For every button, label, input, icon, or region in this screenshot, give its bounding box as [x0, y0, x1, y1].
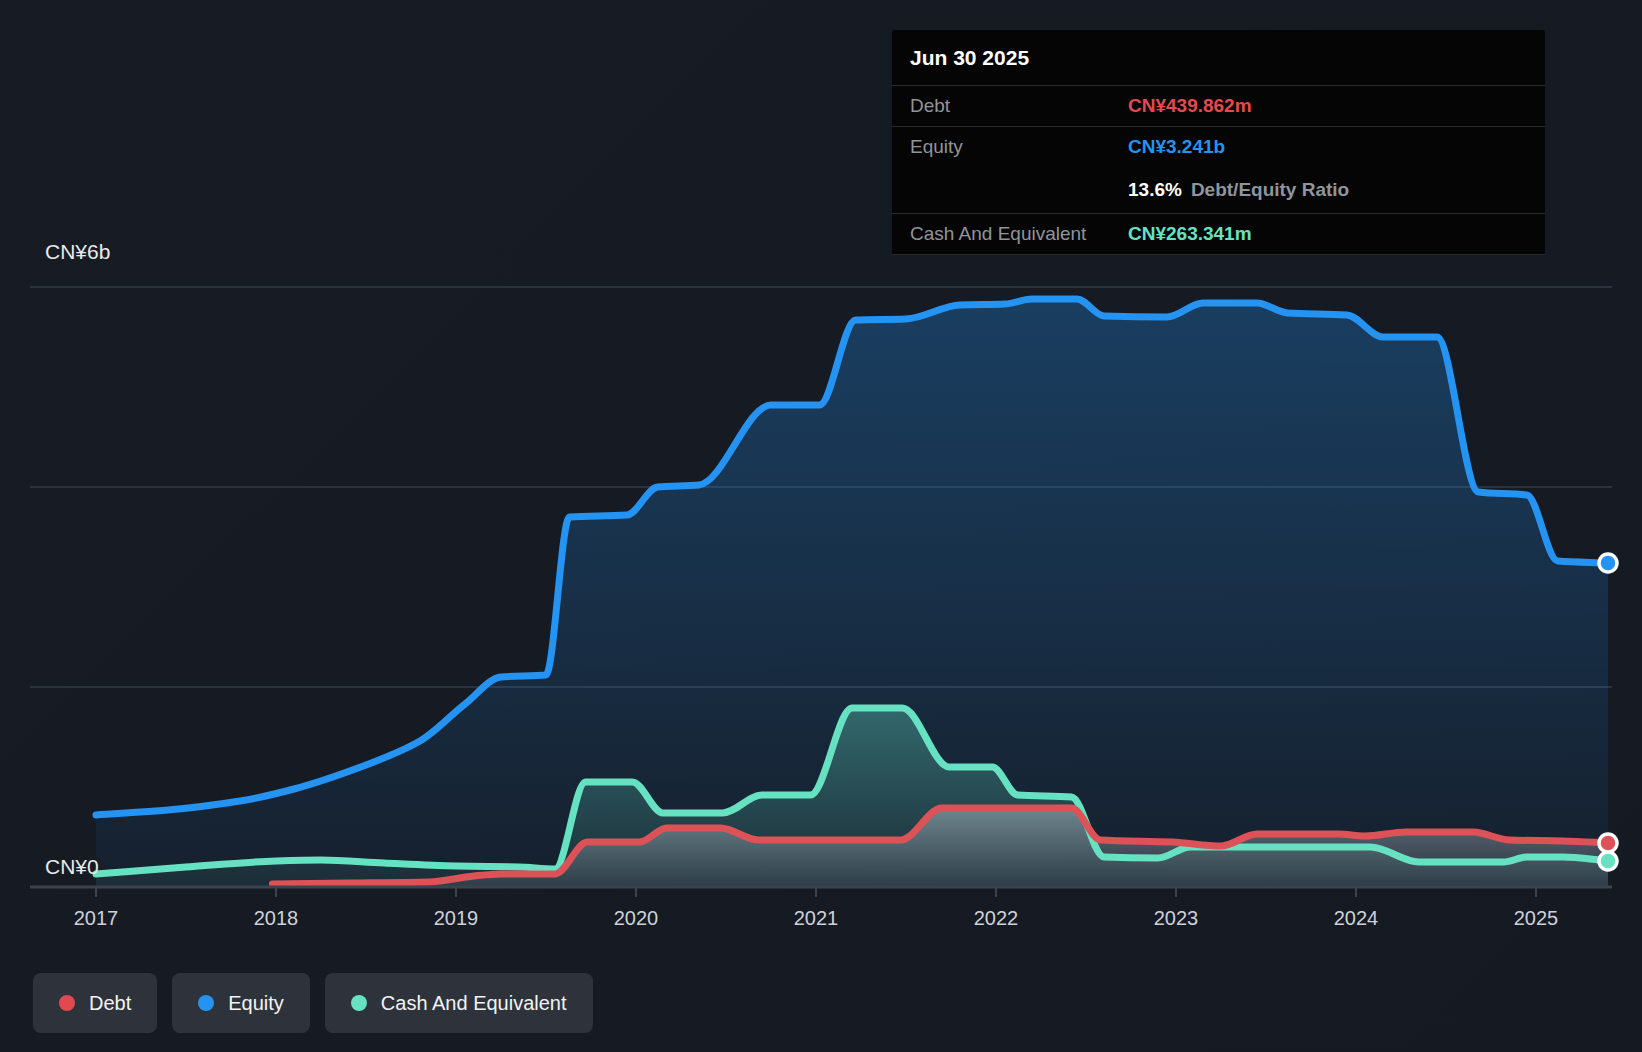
- tooltip-row-debt: Debt CN¥439.862m: [892, 86, 1545, 127]
- tooltip-debt-label: Debt: [910, 95, 1128, 117]
- tooltip-date: Jun 30 2025: [892, 30, 1545, 86]
- tooltip-equity-label: Equity: [910, 136, 1128, 158]
- debt-dot-icon: [59, 995, 75, 1011]
- x-axis-year-label: 2018: [254, 907, 299, 929]
- series-areas: [96, 299, 1608, 887]
- y-axis-label-top: CN¥6b: [45, 240, 110, 263]
- legend-item-debt[interactable]: Debt: [33, 973, 157, 1033]
- legend-cash-label: Cash And Equivalent: [381, 992, 567, 1015]
- chart-page: 2017 2018 2019 2020 2021 2022 2023 2024 2025 CN¥…: [0, 0, 1642, 1052]
- legend-debt-label: Debt: [89, 992, 131, 1015]
- end-marker-equity: [1599, 554, 1617, 572]
- x-axis-year-label: 2022: [974, 907, 1019, 929]
- x-axis-year-label: 2020: [614, 907, 659, 929]
- tooltip-ratio-value: 13.6%: [1128, 179, 1182, 201]
- tooltip-debt-value: CN¥439.862m: [1128, 95, 1252, 117]
- tooltip-ratio-suffix: Debt/Equity Ratio: [1191, 179, 1349, 201]
- x-axis-year-label: 2021: [794, 907, 839, 929]
- end-marker-debt: [1599, 834, 1617, 852]
- legend-equity-label: Equity: [228, 992, 284, 1015]
- tooltip-equity-value: CN¥3.241b: [1128, 136, 1225, 158]
- end-marker-cash-and-equivalent: [1599, 852, 1617, 870]
- x-axis-year-label: 2019: [434, 907, 479, 929]
- x-axis: 2017 2018 2019 2020 2021 2022 2023 2024 2025: [30, 887, 1612, 929]
- tooltip-row-ratio: 13.6% Debt/Equity Ratio: [892, 167, 1545, 214]
- chart-tooltip: Jun 30 2025 Debt CN¥439.862m Equity CN¥3…: [892, 30, 1545, 255]
- tooltip-cash-label: Cash And Equivalent: [910, 223, 1128, 245]
- x-axis-year-label: 2017: [74, 907, 119, 929]
- legend-item-equity[interactable]: Equity: [172, 973, 310, 1033]
- tooltip-cash-value: CN¥263.341m: [1128, 223, 1252, 245]
- x-axis-year-label: 2023: [1154, 907, 1199, 929]
- y-axis-label-zero: CN¥0: [45, 855, 99, 878]
- x-axis-year-label: 2025: [1514, 907, 1559, 929]
- cash-dot-icon: [351, 995, 367, 1011]
- x-axis-year-label: 2024: [1334, 907, 1379, 929]
- legend-item-cash[interactable]: Cash And Equivalent: [325, 973, 593, 1033]
- equity-dot-icon: [198, 995, 214, 1011]
- tooltip-row-equity: Equity CN¥3.241b: [892, 127, 1545, 167]
- chart-legend: Debt Equity Cash And Equivalent: [33, 973, 593, 1033]
- tooltip-row-cash: Cash And Equivalent CN¥263.341m: [892, 214, 1545, 255]
